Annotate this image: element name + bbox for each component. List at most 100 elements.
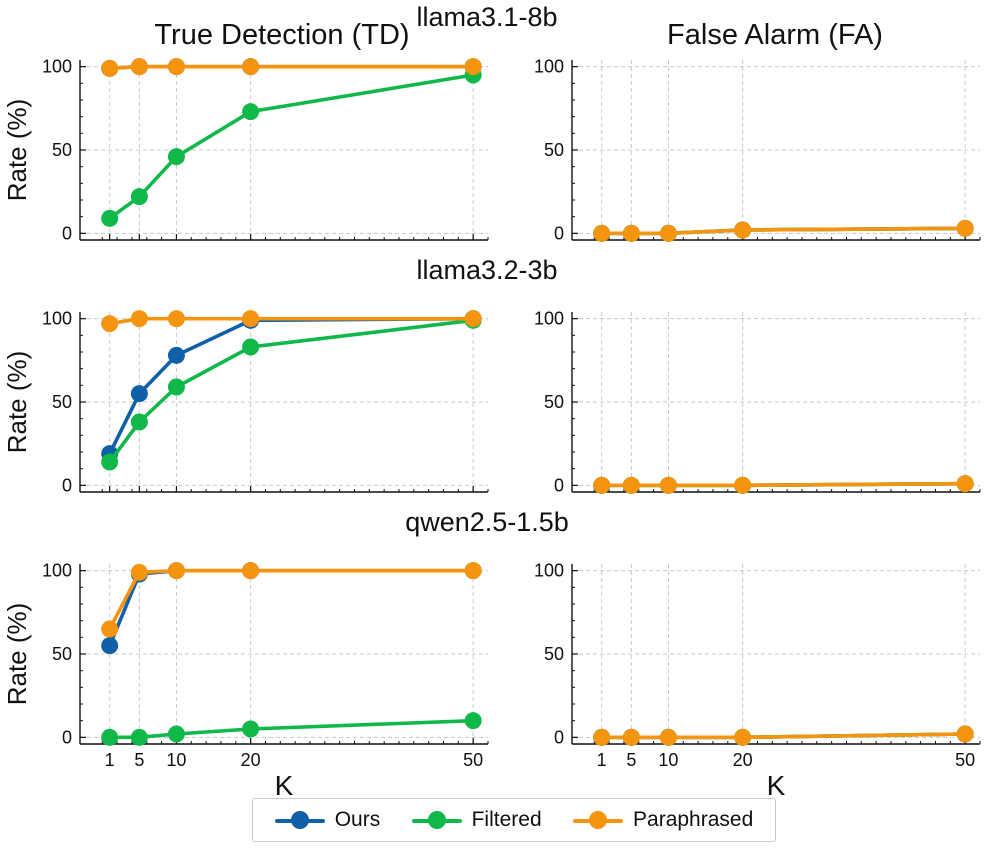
panel-5-xtick-label: 1 bbox=[105, 750, 115, 770]
panel-4-ytick-label: 0 bbox=[554, 475, 564, 495]
column-title-fa: False Alarm (FA) bbox=[667, 19, 883, 51]
panel-2: 0 50 100 bbox=[534, 57, 981, 243]
panel-6-point-paraphrased bbox=[593, 728, 611, 746]
panel-4-point-paraphrased bbox=[956, 475, 974, 493]
row-title-qwen2-5-1-5b: qwen2.5-1.5b bbox=[405, 507, 569, 537]
panel-3-ytick-label: 100 bbox=[42, 309, 72, 329]
panel-5-ylabel: Rate (%) bbox=[2, 603, 32, 706]
panel-1-point-filtered bbox=[101, 209, 119, 227]
panel-4-point-paraphrased bbox=[734, 476, 752, 494]
panel-5-point-ours bbox=[101, 637, 119, 655]
panel-6-xtick-label: 20 bbox=[733, 750, 753, 770]
panel-3-point-filtered bbox=[130, 413, 148, 431]
panel-4-point-paraphrased bbox=[622, 476, 640, 494]
panel-6: 0 50 100 1 5 10 20 50 K bbox=[534, 561, 981, 801]
panel-3-ytick-label: 0 bbox=[62, 475, 72, 495]
row-title-llama3-2-3b: llama3.2-3b bbox=[416, 255, 557, 285]
panel-6-point-paraphrased bbox=[734, 728, 752, 746]
panel-4-point-paraphrased bbox=[659, 476, 677, 494]
panel-2-ytick-label: 100 bbox=[534, 57, 564, 77]
panel-6-point-paraphrased bbox=[659, 728, 677, 746]
panel-1-series-filtered-line bbox=[107, 73, 475, 221]
panel-1-point-paraphrased bbox=[242, 58, 260, 76]
panel-3-ylabel: Rate (%) bbox=[2, 351, 32, 454]
legend-label-paraphrased: Paraphrased bbox=[633, 808, 754, 831]
panel-3-point-filtered bbox=[167, 378, 185, 396]
panel-5-xtick-label: 5 bbox=[134, 750, 144, 770]
panel-1-point-filtered bbox=[130, 188, 148, 206]
panel-3-point-paraphrased bbox=[130, 310, 148, 328]
panel-6-xlabel: K bbox=[767, 770, 786, 801]
panel-5-xlabel: K bbox=[275, 770, 294, 801]
panel-3-point-filtered bbox=[242, 338, 260, 356]
panel-3-point-filtered bbox=[101, 453, 119, 471]
panel-6-point-paraphrased bbox=[956, 725, 974, 743]
panel-5-point-filtered bbox=[101, 728, 119, 746]
panel-5-point-paraphrased bbox=[167, 562, 185, 580]
panel-5-series-ours-line bbox=[107, 568, 475, 648]
column-title-td: True Detection (TD) bbox=[154, 19, 409, 51]
panel-5-point-paraphrased bbox=[242, 562, 260, 580]
panel-1-ytick-label: 100 bbox=[42, 57, 72, 77]
panel-2-point-paraphrased bbox=[956, 219, 974, 237]
panel-2-point-paraphrased bbox=[593, 224, 611, 242]
panel-4-ytick-label: 100 bbox=[534, 309, 564, 329]
panel-3-point-ours bbox=[167, 346, 185, 364]
panel-5-xtick-label: 10 bbox=[166, 750, 186, 770]
panel-3-series-ours-line bbox=[107, 316, 475, 456]
panel-2-point-paraphrased bbox=[734, 221, 752, 239]
panel-4-ytick-label: 50 bbox=[544, 392, 564, 412]
panel-6-xtick-label: 50 bbox=[955, 750, 975, 770]
panel-1-ytick-label: 50 bbox=[52, 140, 72, 160]
panel-1-ylabel: Rate (%) bbox=[2, 99, 32, 202]
panel-6-ytick-label: 100 bbox=[534, 561, 564, 581]
panel-3-point-ours bbox=[130, 385, 148, 403]
panel-6-xtick-label: 10 bbox=[658, 750, 678, 770]
panel-5-point-paraphrased bbox=[130, 563, 148, 581]
panel-1-point-paraphrased bbox=[464, 58, 482, 76]
panel-1: 0 50 100 Rate (%) bbox=[2, 57, 489, 243]
panel-5-point-filtered bbox=[167, 725, 185, 743]
panel-1-point-paraphrased bbox=[101, 59, 119, 77]
panel-5-point-paraphrased bbox=[464, 562, 482, 580]
panel-3: 0 50 100 Rate (%) bbox=[2, 309, 489, 495]
panel-3-point-paraphrased bbox=[101, 315, 119, 333]
panel-5-point-filtered bbox=[242, 720, 260, 738]
panel-5-point-paraphrased bbox=[101, 620, 119, 638]
legend-label-ours: Ours bbox=[334, 808, 381, 831]
panel-4-point-paraphrased bbox=[593, 476, 611, 494]
panel-3-series-filtered-line bbox=[107, 318, 475, 464]
panel-2-point-paraphrased bbox=[659, 224, 677, 242]
panel-5-ytick-label: 50 bbox=[52, 644, 72, 664]
panel-2-ytick-label: 50 bbox=[544, 140, 564, 160]
panel-6-xtick-label: 5 bbox=[626, 750, 636, 770]
legend-swatch-paraphrased bbox=[573, 810, 624, 830]
panel-4-series-paraphrased-line bbox=[599, 481, 967, 488]
row-title-llama3-1-8b: llama3.1-8b bbox=[416, 2, 557, 32]
panel-3-point-paraphrased bbox=[167, 310, 185, 328]
panel-5-xtick-label: 50 bbox=[463, 750, 483, 770]
panel-2-point-paraphrased bbox=[622, 224, 640, 242]
panel-3-point-paraphrased bbox=[242, 310, 260, 328]
panel-6-ytick-label: 50 bbox=[544, 644, 564, 664]
panel-5-series-paraphrased-line bbox=[107, 568, 475, 631]
legend: Ours Filtered Paraphrased bbox=[252, 798, 776, 842]
panel-5-ytick-label: 100 bbox=[42, 561, 72, 581]
panel-5: 0 50 100 1 5 10 20 50 Rate (%) K bbox=[2, 561, 489, 801]
panel-2-ytick-label: 0 bbox=[554, 223, 564, 243]
panel-4: 0 50 100 bbox=[534, 309, 981, 495]
panel-1-series-paraphrased-line bbox=[107, 64, 475, 71]
legend-swatch-ours bbox=[274, 810, 325, 830]
panel-5-point-filtered bbox=[130, 728, 148, 746]
panel-5-xtick-label: 20 bbox=[241, 750, 261, 770]
legend-item-paraphrased: Paraphrased bbox=[573, 808, 753, 832]
panel-1-ytick-label: 0 bbox=[62, 223, 72, 243]
panel-2-series-paraphrased-line bbox=[599, 226, 967, 236]
panel-1-point-paraphrased bbox=[130, 58, 148, 76]
panel-6-xtick-label: 1 bbox=[597, 750, 607, 770]
panel-5-ytick-label: 0 bbox=[62, 727, 72, 747]
panel-5-point-filtered bbox=[464, 712, 482, 730]
legend-swatch-filtered bbox=[411, 810, 462, 830]
